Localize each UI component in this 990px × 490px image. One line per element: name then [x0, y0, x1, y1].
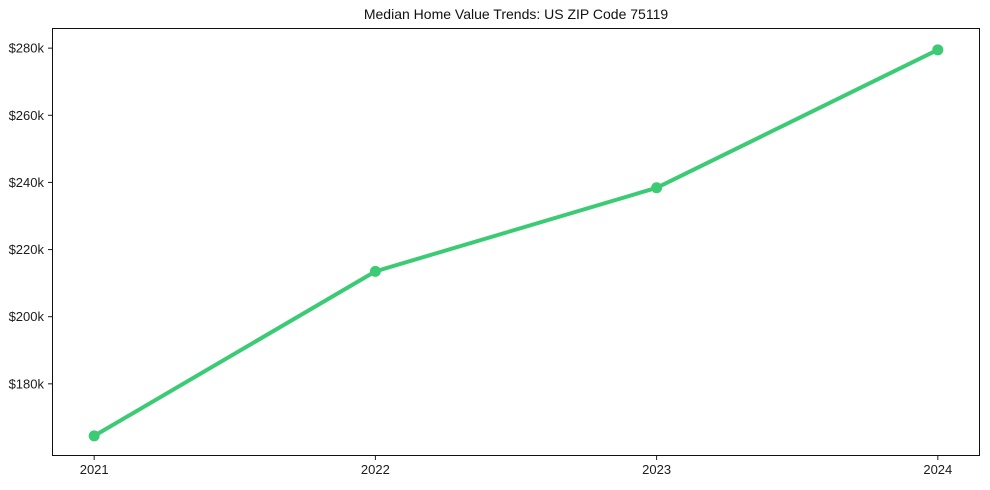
data-point-marker: [932, 44, 944, 56]
data-point-marker: [369, 265, 381, 277]
data-point-marker: [88, 430, 100, 442]
x-tick-label: 2024: [923, 462, 952, 477]
plot-border: [52, 28, 980, 456]
chart-title: Median Home Value Trends: US ZIP Code 75…: [363, 6, 669, 22]
y-tick-label: $220k: [9, 242, 45, 257]
x-tick-label: 2023: [642, 462, 671, 477]
data-point-marker: [651, 182, 663, 194]
x-tick-label: 2021: [80, 462, 109, 477]
y-tick-label: $240k: [9, 175, 45, 190]
y-tick-label: $180k: [9, 376, 45, 391]
y-tick-label: $280k: [9, 41, 45, 56]
x-tick-label: 2022: [361, 462, 390, 477]
trend-line: [92, 47, 940, 438]
y-tick-label: $260k: [9, 108, 45, 123]
y-tick-label: $200k: [9, 309, 45, 324]
